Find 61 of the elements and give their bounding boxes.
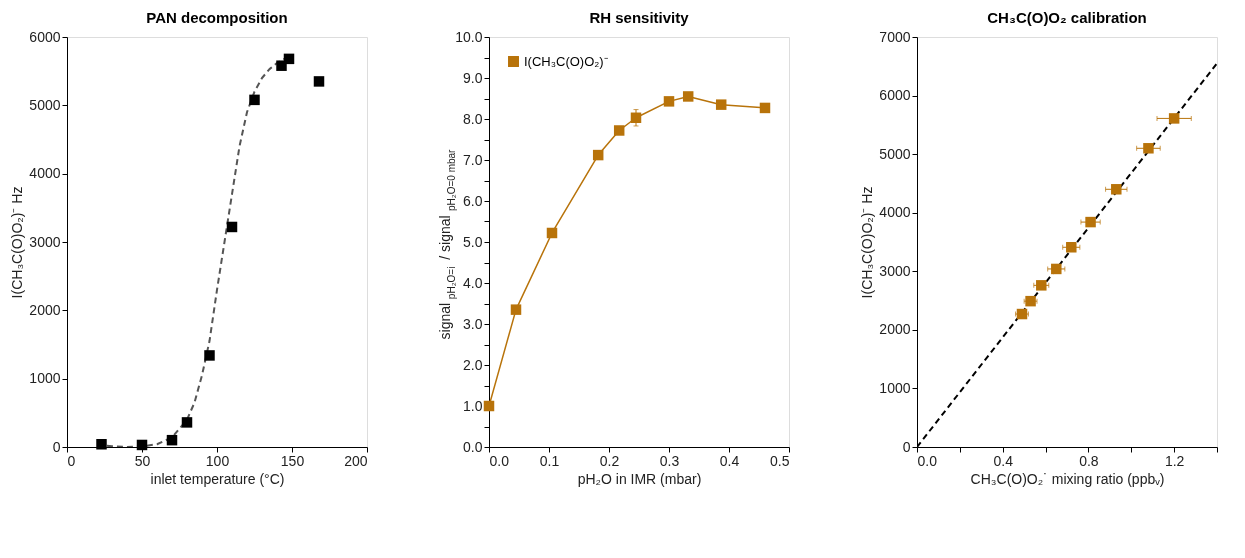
x-tick-label: 0 [67, 452, 76, 469]
point [276, 60, 287, 71]
y-tick-label: 1000 [879, 379, 911, 396]
y-tick-label: 10.0 [455, 28, 483, 45]
point [96, 439, 107, 450]
y-tick-label: 2.0 [463, 356, 483, 373]
y-axis-title: signalpH₂O=i / signalpH₂O=0 mbar [437, 148, 457, 340]
point [204, 350, 215, 361]
y-tick-label: 4000 [29, 165, 61, 182]
point [136, 439, 148, 451]
y-tick-label: 9.0 [463, 69, 483, 86]
y-tick-label: 6.0 [463, 192, 483, 209]
x-tick-label: 0.4 [993, 452, 1014, 469]
y-tick-label: 0 [902, 438, 911, 455]
x-axis-title: CH₃C(O)O₂˙ mixing ratio (ppbᵥ) [970, 470, 1165, 487]
x-tick-label: 150 [280, 452, 305, 469]
x-tick-label: 0.5 [770, 452, 790, 469]
x-tick-label: 0.0 [917, 452, 938, 469]
x-tick-label: 0.4 [719, 452, 740, 469]
y-tick-label: 2000 [29, 301, 61, 318]
y-tick-label: 4000 [879, 204, 911, 221]
y-tick-label: 2000 [879, 321, 911, 338]
legend-label: I(CH₃C(O)O₂)⁻ [524, 53, 608, 69]
x-tick-label: 200 [344, 452, 368, 469]
y-tick-label: 0 [52, 438, 61, 455]
x-tick-label: 50 [134, 452, 151, 469]
x-tick-label: 0.0 [489, 452, 510, 469]
y-tick-label: 6000 [879, 87, 911, 104]
y-tick-label: 3000 [879, 262, 911, 279]
y-tick-label: 4.0 [463, 274, 483, 291]
x-tick-label: 0.1 [539, 452, 560, 469]
point [313, 76, 325, 87]
chart-title: PAN decomposition [146, 9, 288, 26]
y-axis-title: I(CH₃C(O)O₂)⁻ Hz [9, 186, 26, 299]
x-tick-label: 0.3 [659, 452, 680, 469]
y-tick-label: 5000 [29, 96, 61, 113]
point [249, 94, 260, 106]
x-tick-label: 0.2 [599, 452, 620, 469]
y-tick-label: 7000 [879, 28, 911, 45]
y-tick-label: 0.0 [463, 438, 483, 455]
x-axis-title: pH₂O in IMR (mbar) [577, 470, 702, 487]
y-tick-label: 3000 [29, 233, 61, 250]
y-tick-label: 5000 [879, 145, 911, 162]
x-tick-label: 100 [205, 452, 230, 469]
y-tick-label: 3.0 [463, 315, 483, 332]
y-tick-label: 5.0 [463, 233, 483, 250]
x-axis-title: inlet temperature (°C) [150, 470, 285, 487]
x-tick-label: 0.8 [1079, 452, 1099, 469]
y-tick-label: 7.0 [463, 151, 483, 168]
point [166, 434, 178, 446]
y-tick-label: 1000 [29, 370, 61, 387]
y-tick-label: 1.0 [463, 397, 483, 414]
y-tick-label: 6000 [29, 28, 61, 45]
point [181, 417, 193, 428]
x-tick-label: 1.2 [1164, 452, 1185, 469]
chart-title: RH sensitivity [589, 9, 690, 26]
point [226, 221, 238, 233]
y-tick-label: 8.0 [463, 110, 483, 127]
chart-title: CH₃C(O)O₂ calibration [987, 9, 1147, 26]
y-axis-title: I(CH₃C(O)O₂)⁻ Hz [859, 186, 876, 299]
point [283, 53, 295, 65]
